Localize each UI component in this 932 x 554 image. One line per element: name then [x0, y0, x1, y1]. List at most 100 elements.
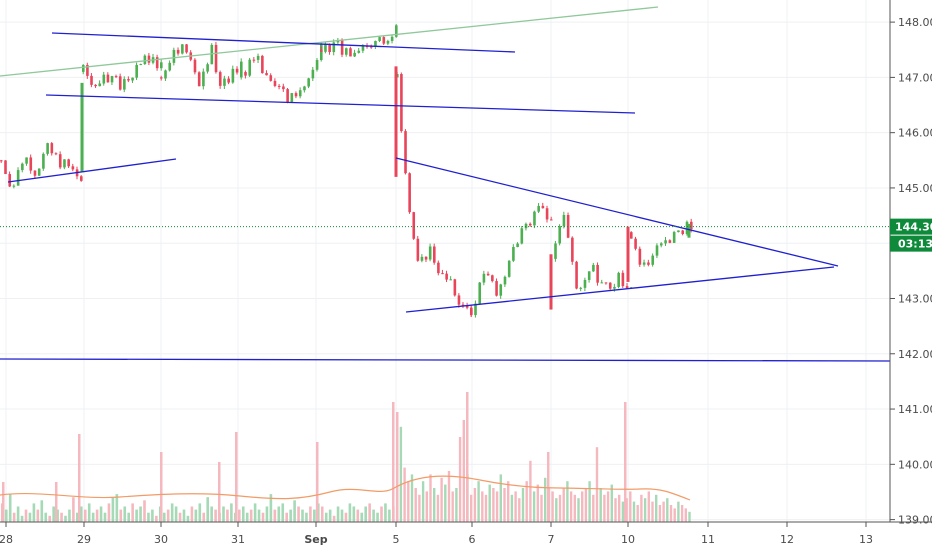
time-tick-label: 7 — [548, 533, 555, 546]
volume-bar — [24, 509, 28, 522]
candle-body — [4, 160, 7, 175]
volume-bar — [202, 512, 206, 522]
candle-body — [558, 226, 562, 244]
candle — [604, 282, 608, 285]
volume-bar — [429, 474, 432, 522]
candle — [0, 159, 3, 163]
volume-bar — [265, 506, 269, 522]
candle — [127, 76, 130, 83]
candle — [54, 152, 58, 156]
candle-body — [273, 80, 277, 86]
volume-bar — [647, 491, 650, 522]
volume-bar — [632, 501, 636, 522]
candle-body — [592, 264, 595, 272]
candles — [0, 24, 693, 318]
candle-body — [71, 166, 75, 170]
candle — [102, 71, 106, 86]
candle-body — [613, 286, 616, 289]
candle — [286, 87, 289, 104]
candle-body — [298, 90, 302, 97]
candle-body — [16, 170, 20, 186]
candle-body — [660, 243, 663, 246]
candle — [86, 62, 89, 79]
candle — [118, 73, 122, 91]
price-tick-label: 145.00 — [898, 182, 932, 195]
volume-bar — [103, 512, 107, 522]
candle — [202, 68, 205, 90]
volume-bar — [241, 506, 245, 522]
candle-body — [495, 281, 498, 296]
candle — [608, 282, 612, 292]
candle-body — [147, 55, 151, 63]
candle-body — [168, 62, 172, 71]
candle-body — [139, 64, 143, 66]
candle — [340, 38, 344, 58]
volume-bar — [127, 512, 130, 522]
volume-bar — [368, 503, 371, 522]
candle — [491, 274, 494, 283]
candle — [583, 277, 587, 292]
volume-bar — [60, 512, 63, 522]
candle — [131, 77, 134, 83]
volume-ma-line — [0, 475, 691, 501]
candle-body — [604, 282, 608, 284]
triangle-lower-line — [405, 266, 835, 313]
volume-bar — [599, 488, 602, 522]
candle — [592, 262, 595, 273]
volume-bar — [336, 506, 340, 522]
candle — [416, 235, 420, 262]
candle-body — [244, 72, 247, 76]
volume-bar — [588, 481, 591, 522]
volume-bar — [245, 512, 249, 522]
candle-body — [642, 262, 646, 265]
volume-bar — [261, 512, 265, 522]
candle-body — [575, 261, 578, 289]
volume-bar — [143, 500, 146, 522]
candle — [453, 278, 457, 297]
candle — [256, 53, 260, 63]
candle-body — [277, 85, 281, 87]
candle — [164, 69, 167, 81]
candle-body — [445, 273, 448, 280]
volume-bar — [119, 509, 123, 522]
candle-body — [160, 77, 163, 79]
price-tick-label: 143.00 — [898, 292, 932, 305]
candle — [541, 202, 545, 209]
candle — [681, 229, 685, 236]
candle — [386, 39, 390, 46]
volume-bar — [40, 500, 44, 522]
candle-body — [600, 282, 604, 284]
volume-bar — [399, 426, 403, 522]
candle-body — [625, 286, 629, 289]
volume-bar — [20, 515, 24, 522]
candle-body — [202, 71, 205, 87]
candle-body — [651, 255, 655, 265]
candle-body — [647, 262, 650, 265]
candle-body — [416, 238, 420, 261]
candle — [46, 142, 49, 156]
volume-bar — [16, 506, 20, 522]
candle-body — [58, 154, 62, 168]
candle-body — [185, 44, 188, 53]
candle-body — [433, 246, 436, 263]
volume-bar — [614, 498, 617, 522]
candle-body — [8, 174, 12, 187]
candle — [433, 243, 436, 265]
candle-body — [353, 52, 356, 57]
volume-bar — [226, 509, 229, 522]
candle-body — [583, 279, 587, 288]
volume-bar — [78, 434, 81, 522]
candle-body — [345, 48, 348, 55]
candle-body — [668, 240, 672, 243]
candle — [67, 158, 70, 169]
volume-bar — [198, 503, 202, 522]
volume-bar — [618, 494, 621, 522]
candle-body — [608, 282, 612, 289]
candle — [123, 76, 126, 93]
candle-body — [370, 46, 373, 48]
candle — [240, 71, 243, 80]
candle — [50, 141, 54, 156]
volume-bar — [688, 511, 691, 522]
drawn-trendlines — [0, 6, 891, 362]
